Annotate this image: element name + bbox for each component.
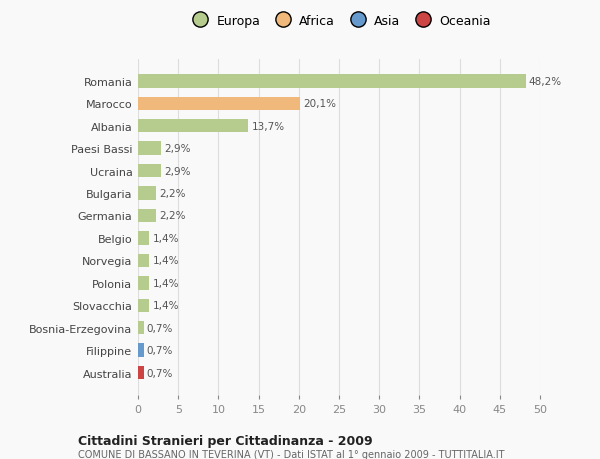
Bar [138,187,155,200]
Bar [138,276,149,290]
Text: 2,9%: 2,9% [164,166,191,176]
Text: 2,2%: 2,2% [159,189,185,199]
Bar [138,366,143,380]
Text: 1,4%: 1,4% [152,301,179,311]
Text: 0,7%: 0,7% [147,323,173,333]
Text: 13,7%: 13,7% [251,122,284,131]
Text: 48,2%: 48,2% [529,77,562,87]
Bar [138,97,299,111]
Text: 2,9%: 2,9% [164,144,191,154]
Text: Cittadini Stranieri per Cittadinanza - 2009: Cittadini Stranieri per Cittadinanza - 2… [78,434,373,447]
Text: 0,7%: 0,7% [147,346,173,355]
Text: 1,4%: 1,4% [152,278,179,288]
Text: 0,7%: 0,7% [147,368,173,378]
Text: 1,4%: 1,4% [152,234,179,243]
Text: 20,1%: 20,1% [303,99,336,109]
Bar [138,75,526,88]
Bar [138,344,143,357]
Text: COMUNE DI BASSANO IN TEVERINA (VT) - Dati ISTAT al 1° gennaio 2009 - TUTTITALIA.: COMUNE DI BASSANO IN TEVERINA (VT) - Dat… [78,449,505,459]
Bar [138,209,155,223]
Bar [138,254,149,268]
Legend: Europa, Africa, Asia, Oceania: Europa, Africa, Asia, Oceania [185,12,493,30]
Bar [138,142,161,156]
Bar [138,299,149,312]
Bar [138,321,143,335]
Bar [138,232,149,245]
Bar [138,120,248,133]
Bar [138,164,161,178]
Text: 2,2%: 2,2% [159,211,185,221]
Text: 1,4%: 1,4% [152,256,179,266]
